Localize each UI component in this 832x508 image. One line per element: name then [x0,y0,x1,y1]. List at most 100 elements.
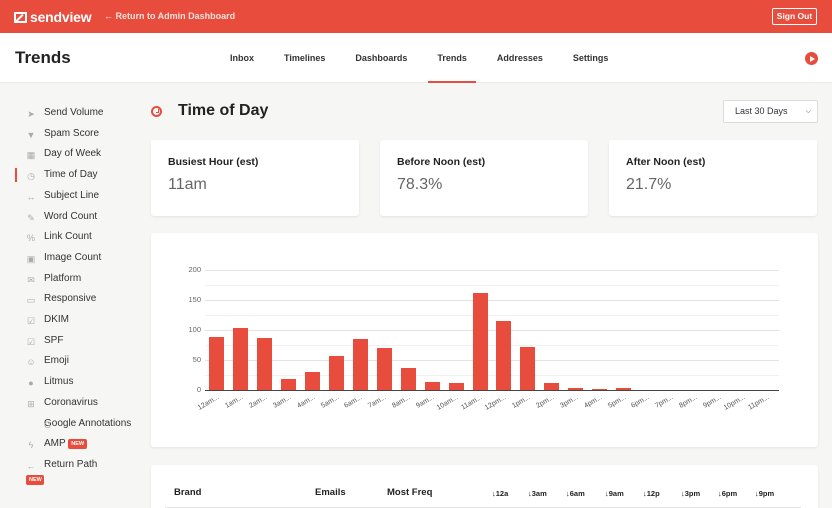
sidebar-item-label: Coronavirus [44,396,98,408]
chart-bar[interactable] [424,382,440,390]
logo-text: sendview [30,9,92,25]
chart-bar[interactable] [257,337,273,390]
sendview-logo[interactable]: sendview [14,9,92,25]
sidebar-item-link-count[interactable]: % Link Count [0,227,140,248]
smile-icon: ☺ [26,357,36,368]
nav-timelines[interactable]: Timelines [284,53,326,63]
sidebar-item-litmus[interactable]: ● Litmus [0,372,140,393]
chart-bar[interactable] [544,382,560,390]
gridline [205,285,779,286]
sidebar-item-word-count[interactable]: ✎ Word Count [0,207,140,228]
sidebar-item-google-annotations[interactable]: G Google Annotations [0,414,140,435]
chart-bar[interactable] [472,293,488,390]
column-header-emails[interactable]: Emails [315,487,346,498]
chart-bar[interactable] [520,346,536,390]
page-header: Trends Inbox Timelines Dashboards Trends… [0,33,832,83]
chart-bar[interactable] [448,383,464,390]
sidebar-item-label: Spam Score [44,127,100,139]
return-to-admin-link[interactable]: ← Return to Admin Dashboard [104,11,236,21]
nav-inbox[interactable]: Inbox [230,53,254,63]
column-header-most-freq[interactable]: Most Freq [387,487,433,498]
nav-addresses[interactable]: Addresses [496,53,543,63]
column-header-9am[interactable]: ↓9am [605,489,624,498]
gridline [205,330,779,331]
sidebar-item-label: Image Count [44,251,102,263]
envelope-icon: ✉ [27,274,35,285]
chart-bar[interactable] [352,339,368,390]
stat-card-before-noon: Before Noon (est) 78.3% [380,140,588,216]
chart-bar[interactable] [209,336,225,390]
paper-plane-icon: ➤ [27,109,35,119]
time-of-day-bar-chart: 0 50 100 150 200 12am... 1am... 2am... 3am... 4am… [151,233,818,447]
sidebar-item-platform[interactable]: ✉ Platform [0,269,140,290]
sidebar-item-return-path[interactable]: ← Return Path NEW [0,455,140,487]
stat-card-busiest-hour: Busiest Hour (est) 11am [151,140,359,216]
sidebar-item-coronavirus[interactable]: ⊞ Coronavirus [0,393,140,414]
sidebar-item-label: Emoji [44,355,70,367]
nav-dashboards[interactable]: Dashboards [355,53,408,63]
chart-bar[interactable] [496,321,512,390]
arrows-h-icon: ↔ [26,191,36,202]
column-header-brand[interactable]: Brand [174,487,202,498]
main-nav: Inbox Timelines Dashboards Trends Addres… [215,33,623,83]
sidebar-item-spf[interactable]: ☑ SPF [0,331,140,352]
sidebar-item-label: AMP [44,438,66,450]
chart-bar[interactable] [233,328,249,390]
sidebar-item-dkim[interactable]: ☑ DKIM [0,310,140,331]
sidebar-item-spam-score[interactable]: ▼ Spam Score [0,124,140,145]
stat-card-after-noon: After Noon (est) 21.7% [609,140,817,216]
circle-icon: ● [28,378,34,389]
chart-bar[interactable] [305,372,321,390]
column-header-12p[interactable]: ↓12p [643,489,660,498]
gridline [205,270,779,271]
chart-bar[interactable] [616,388,632,390]
chart-bar[interactable] [568,388,584,390]
nav-trends[interactable]: Trends [422,33,482,83]
date-range-select[interactable]: Last 30 Days ⌵ [723,100,818,123]
pencil-icon: ✎ [27,212,35,223]
column-header-6pm[interactable]: ↓6pm [718,489,738,498]
chart-bar[interactable] [376,348,392,390]
clock-icon [151,105,162,117]
chart-bar[interactable] [281,378,297,390]
sidebar-item-subject-line[interactable]: ↔ Subject Line [0,186,140,207]
calendar-icon: ▦ [26,150,36,161]
stat-label: After Noon (est) [626,156,706,168]
page-title: Trends [15,48,71,67]
sidebar-item-label: Word Count [44,210,98,222]
sign-out-button[interactable]: Sign Out [772,8,817,25]
column-header-3pm[interactable]: ↓3pm [681,489,701,498]
sidebar-item-emoji[interactable]: ☺ Emoji [0,351,140,372]
chart-bar[interactable] [400,368,416,390]
sidebar-item-label: Subject Line [44,189,100,201]
chart-bar[interactable] [329,356,345,390]
sidebar-item-responsive[interactable]: ▭ Responsive [0,289,140,310]
x-axis-line [205,390,779,391]
check-square-icon: ☑ [26,336,36,347]
column-header-3am[interactable]: ↓3am [528,489,547,498]
y-axis-tick: 50 [192,355,201,364]
sidebar-item-send-volume[interactable]: ➤ Send Volume [0,103,140,124]
nav-settings[interactable]: Settings [572,53,609,63]
sidebar-item-label: DKIM [44,314,69,326]
chart-bar[interactable] [592,388,608,390]
gridline [205,375,779,376]
stat-value: 11am [168,176,207,193]
sidebar-item-day-of-week[interactable]: ▦ Day of Week [0,144,140,165]
sidebar-item-amp[interactable]: ϟ AMP NEW [0,434,140,455]
play-circle-icon[interactable] [805,52,818,65]
sidebar-item-label: Platform [44,272,82,284]
time-of-day-chart-card: 0 50 100 150 200 12am... 1am... 2am... 3am... 4am… [151,233,818,447]
section-title: Time of Day [178,102,269,119]
y-axis-tick: 0 [196,385,201,394]
y-axis-tick: 200 [188,265,201,274]
column-header-12a[interactable]: ↓12a [492,489,509,498]
column-header-6am[interactable]: ↓6am [566,489,585,498]
sidebar-item-label: Responsive [44,293,97,305]
brand-table: Brand Emails Most Freq ↓12a ↓3am ↓6am ↓9… [151,465,818,508]
gridline [205,345,779,346]
sidebar-item-time-of-day[interactable]: ◷ Time of Day [0,165,140,186]
sidebar-item-label: Google Annotations [44,417,132,429]
sidebar-item-image-count[interactable]: ▣ Image Count [0,248,140,269]
column-header-9pm[interactable]: ↓9pm [755,489,775,498]
